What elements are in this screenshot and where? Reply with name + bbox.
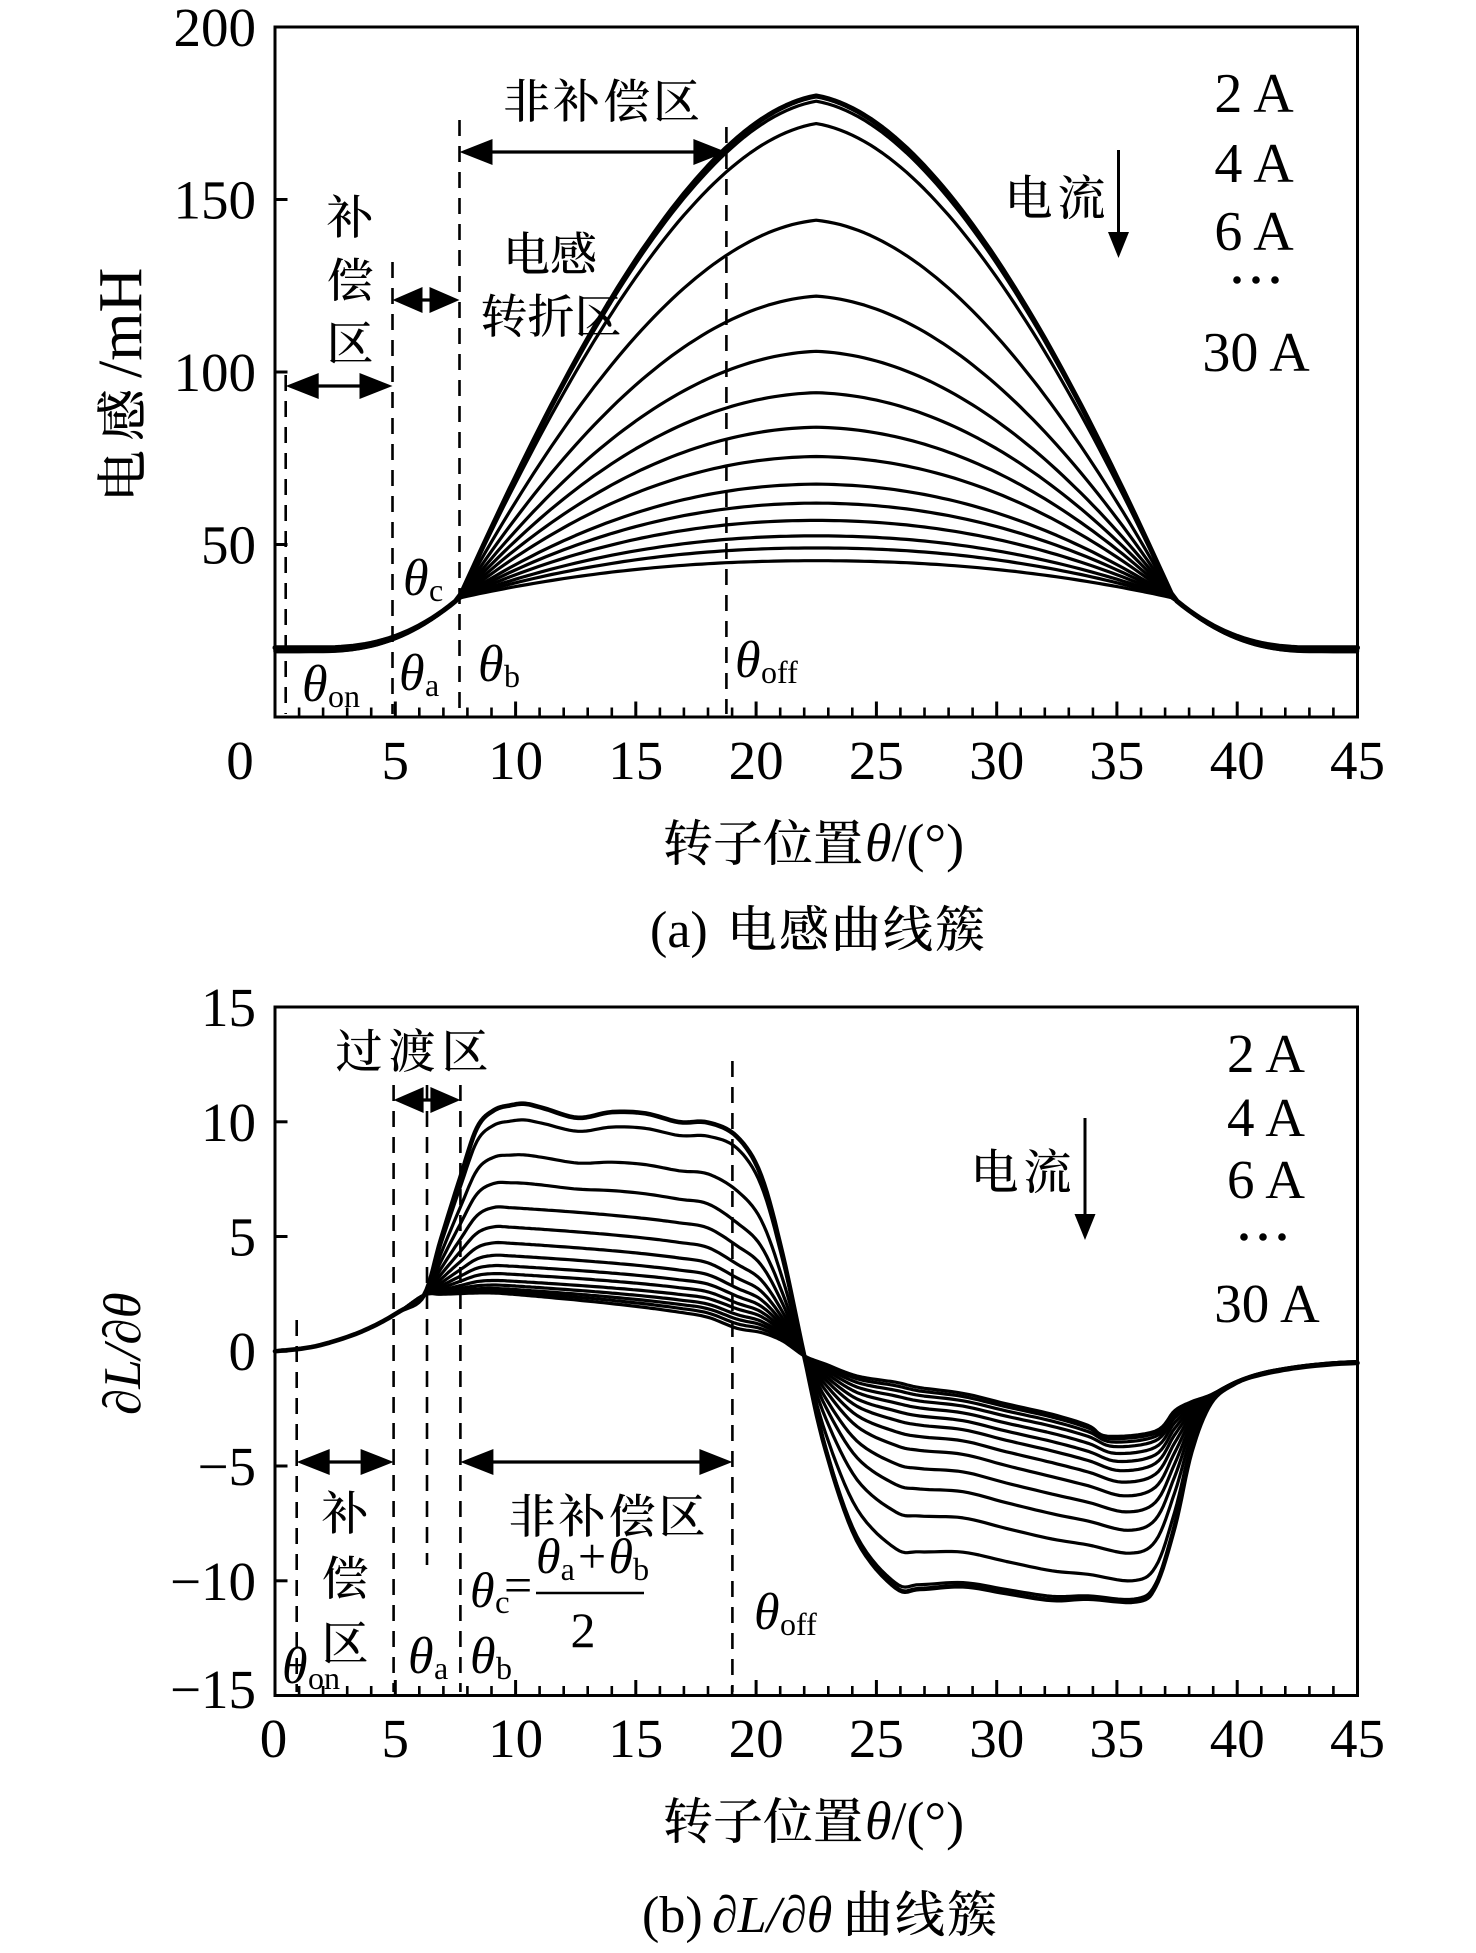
svg-text:θ: θ	[408, 1628, 434, 1685]
svg-text:=: =	[504, 1557, 532, 1613]
svg-text:4 A: 4 A	[1227, 1087, 1305, 1148]
svg-text:b: b	[504, 658, 520, 694]
svg-text:35: 35	[1089, 1708, 1144, 1769]
svg-text:θ/(°): θ/(°)	[865, 813, 964, 873]
svg-text:θ/(°): θ/(°)	[865, 1791, 964, 1851]
svg-text:a: a	[434, 1650, 448, 1686]
svg-text:100: 100	[174, 342, 257, 403]
svg-text:20: 20	[729, 730, 784, 791]
svg-text:/mH: /mH	[87, 268, 155, 378]
svg-text:150: 150	[174, 170, 257, 231]
svg-text:θ: θ	[403, 550, 429, 607]
svg-text:θ: θ	[754, 1584, 780, 1641]
svg-text:−5: −5	[197, 1436, 256, 1497]
svg-text:45: 45	[1330, 1708, 1385, 1769]
svg-text:θ: θ	[282, 1638, 308, 1695]
svg-text:40: 40	[1210, 1708, 1265, 1769]
svg-text:200: 200	[174, 0, 257, 58]
svg-text:θ: θ	[399, 645, 425, 702]
svg-text:0: 0	[229, 1321, 257, 1382]
svg-text:15: 15	[201, 977, 256, 1038]
svg-text:(b): (b)	[642, 1887, 703, 1944]
svg-text:on: on	[328, 678, 360, 714]
svg-text:c: c	[429, 572, 443, 608]
svg-text:off: off	[761, 654, 798, 690]
svg-text:on: on	[308, 1660, 340, 1696]
svg-text:30: 30	[969, 1708, 1024, 1769]
svg-text:off: off	[780, 1606, 817, 1642]
svg-text:θ: θ	[735, 632, 761, 689]
svg-text:5: 5	[229, 1207, 257, 1268]
svg-text:θ: θ	[470, 1562, 495, 1618]
svg-text:6 A: 6 A	[1227, 1149, 1305, 1210]
svg-text:c: c	[495, 1585, 510, 1621]
svg-text:10: 10	[488, 730, 543, 791]
svg-text:15: 15	[608, 1708, 663, 1769]
svg-text:2: 2	[571, 1602, 596, 1658]
svg-text:θ: θ	[470, 1628, 496, 1685]
svg-text:b: b	[496, 1650, 512, 1686]
svg-text:10: 10	[201, 1092, 256, 1153]
svg-text:θ: θ	[302, 656, 328, 713]
svg-text:50: 50	[201, 515, 256, 576]
svg-text:10: 10	[488, 1708, 543, 1769]
svg-text:45: 45	[1330, 730, 1385, 791]
svg-text:35: 35	[1089, 730, 1144, 791]
svg-text:∂L/∂θ: ∂L/∂θ	[94, 1292, 152, 1415]
svg-text:30 A: 30 A	[1214, 1273, 1320, 1334]
svg-text:30 A: 30 A	[1202, 322, 1310, 384]
svg-text:0: 0	[260, 1708, 288, 1769]
svg-text:4 A: 4 A	[1214, 133, 1294, 195]
svg-text:25: 25	[849, 1708, 904, 1769]
svg-text:40: 40	[1210, 730, 1265, 791]
svg-text:25: 25	[849, 730, 904, 791]
svg-text:5: 5	[382, 730, 410, 791]
svg-text:0: 0	[226, 730, 254, 791]
svg-text:6 A: 6 A	[1214, 201, 1294, 263]
svg-text:20: 20	[729, 1708, 784, 1769]
svg-text:5: 5	[382, 1708, 410, 1769]
svg-text:15: 15	[608, 730, 663, 791]
svg-text:θ: θ	[478, 636, 504, 693]
svg-text:∂L/∂θ: ∂L/∂θ	[712, 1887, 832, 1944]
svg-text:−15: −15	[170, 1659, 256, 1720]
svg-text:(a): (a)	[650, 902, 708, 959]
svg-text:30: 30	[969, 730, 1024, 791]
svg-text:a: a	[425, 667, 439, 703]
svg-text:θa+θb: θa+θb	[536, 1528, 649, 1587]
svg-text:−10: −10	[170, 1551, 256, 1612]
svg-text:2 A: 2 A	[1227, 1023, 1305, 1084]
svg-text:2 A: 2 A	[1214, 63, 1294, 125]
